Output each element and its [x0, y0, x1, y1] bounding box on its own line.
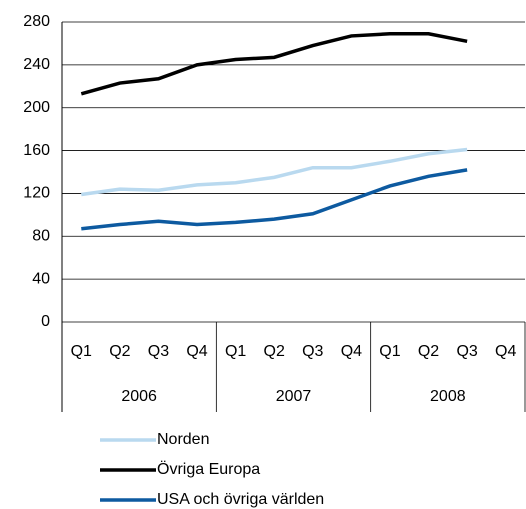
x-tick-label: Q2 — [264, 343, 285, 360]
x-group-label: 2006 — [121, 388, 157, 405]
legend-label: Övriga Europa — [157, 460, 260, 478]
x-tick-label: Q1 — [379, 343, 400, 360]
y-tick-label: 40 — [32, 270, 50, 287]
series-line — [80, 32, 468, 96]
y-tick-label: 200 — [23, 99, 50, 116]
x-tick-label: Q2 — [109, 343, 130, 360]
y-tick-label: 160 — [23, 142, 50, 159]
legend-label: USA och övriga världen — [157, 491, 324, 508]
y-tick-label: 80 — [32, 228, 50, 245]
x-tick-label: Q3 — [148, 343, 169, 360]
x-tick-label: Q1 — [71, 343, 92, 360]
x-tick-label: Q4 — [186, 343, 207, 360]
x-tick-label: Q3 — [302, 343, 323, 360]
x-tick-label: Q4 — [495, 343, 516, 360]
x-tick-label: Q1 — [225, 343, 246, 360]
y-tick-label: 240 — [23, 56, 50, 73]
y-tick-label: 120 — [23, 185, 50, 202]
series-line — [81, 147, 468, 197]
y-tick-label: 0 — [41, 313, 50, 330]
series-line — [81, 168, 468, 231]
x-group-label: 2008 — [430, 388, 466, 405]
y-tick-label: 280 — [23, 13, 50, 30]
x-tick-label: Q3 — [456, 343, 477, 360]
x-group-label: 2007 — [276, 388, 312, 405]
x-tick-label: Q4 — [341, 343, 362, 360]
x-tick-label: Q2 — [418, 343, 439, 360]
legend-label: Norden — [157, 431, 209, 448]
